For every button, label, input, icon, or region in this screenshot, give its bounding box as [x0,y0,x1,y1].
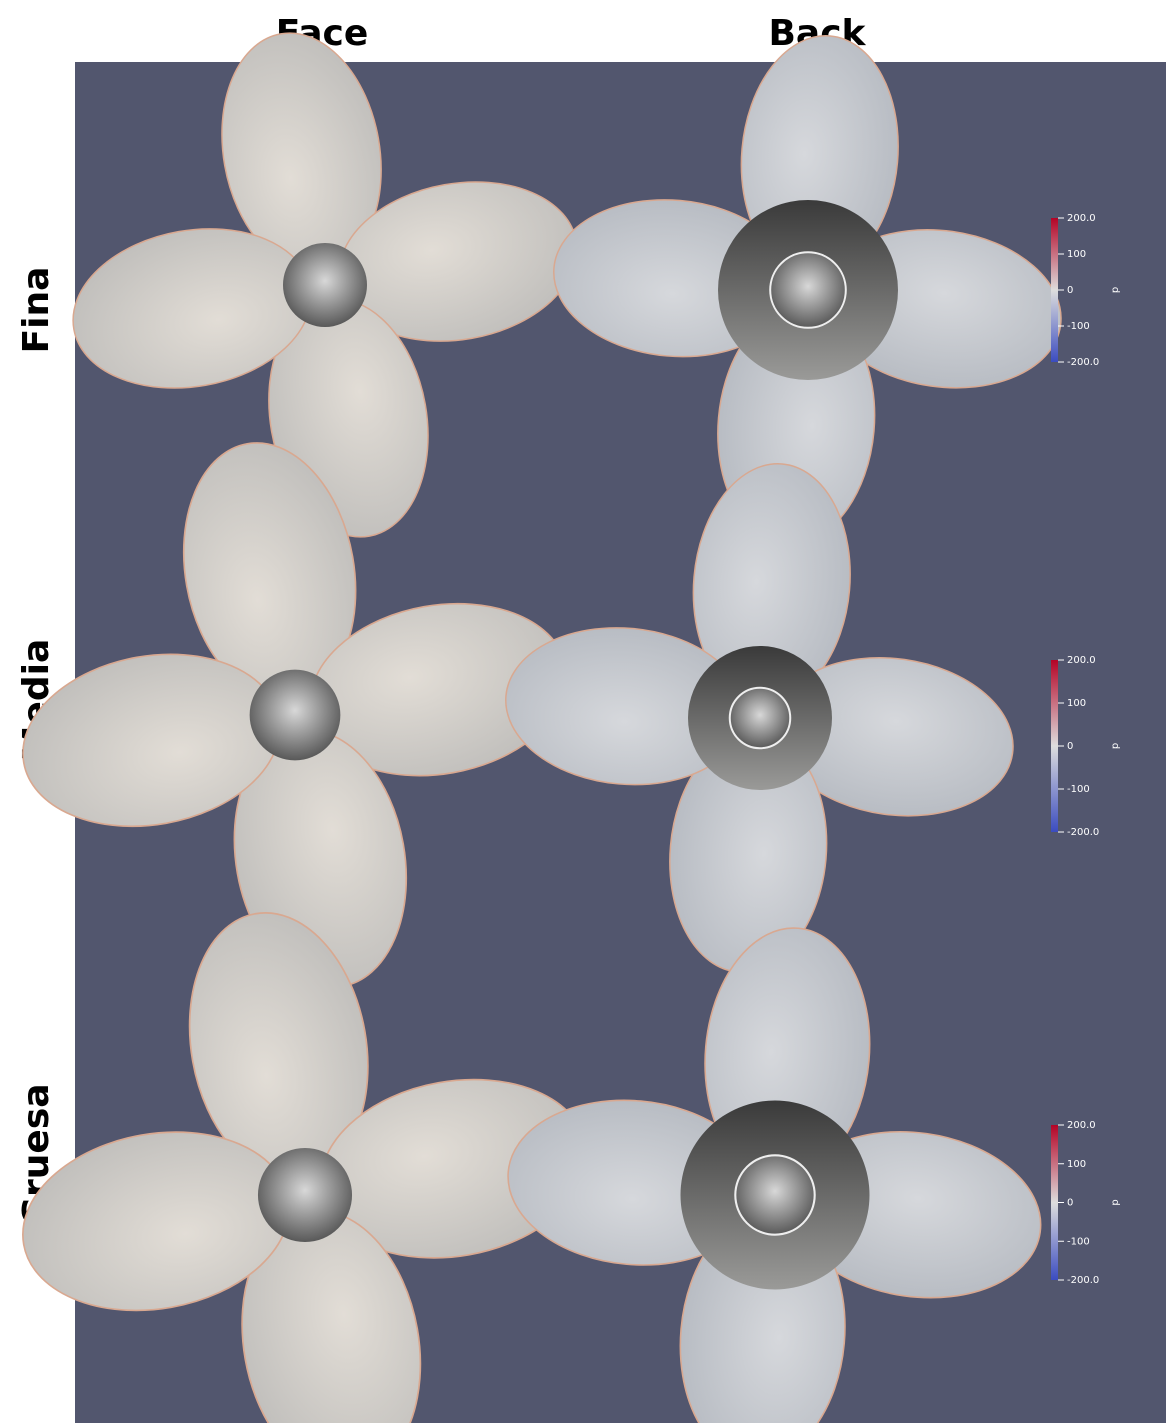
figure: Face Back Fina Media Gruesa 200.01000-10… [0,0,1166,1423]
hub [283,243,367,327]
colorbar-tick-label: 100 [1067,1159,1086,1170]
colorbar-tick-label: 200.0 [1067,655,1096,666]
colorbar-tick-label: -200.0 [1067,827,1099,838]
colorbar-tick-label: 0 [1067,1198,1073,1209]
hub [258,1148,352,1242]
colorbar-tick-label: -200.0 [1067,1275,1099,1286]
colorbar-tick-label: -200.0 [1067,357,1099,368]
colorbar-tick-label: 200.0 [1067,213,1096,224]
hub [250,670,341,761]
hub-cap [770,252,846,328]
hub-cap [730,688,790,748]
colorbar [1051,1125,1058,1280]
colorbar-title: p [1110,1199,1121,1205]
row-label: Fina [16,267,57,354]
colorbar [1051,660,1058,832]
colorbar [1051,218,1058,362]
colorbar-tick-label: 100 [1067,249,1086,260]
colorbar-tick-label: -100 [1067,1236,1090,1247]
hub-cap [735,1155,814,1234]
colorbar-title: p [1110,287,1121,293]
colorbar-tick-label: 0 [1067,741,1073,752]
colorbar-tick-label: -100 [1067,321,1090,332]
colorbar-tick-label: 0 [1067,285,1073,296]
colorbar-tick-label: 100 [1067,698,1086,709]
colorbar-title: p [1110,743,1121,749]
colorbar-tick-label: 200.0 [1067,1120,1096,1131]
colorbar-tick-label: -100 [1067,784,1090,795]
